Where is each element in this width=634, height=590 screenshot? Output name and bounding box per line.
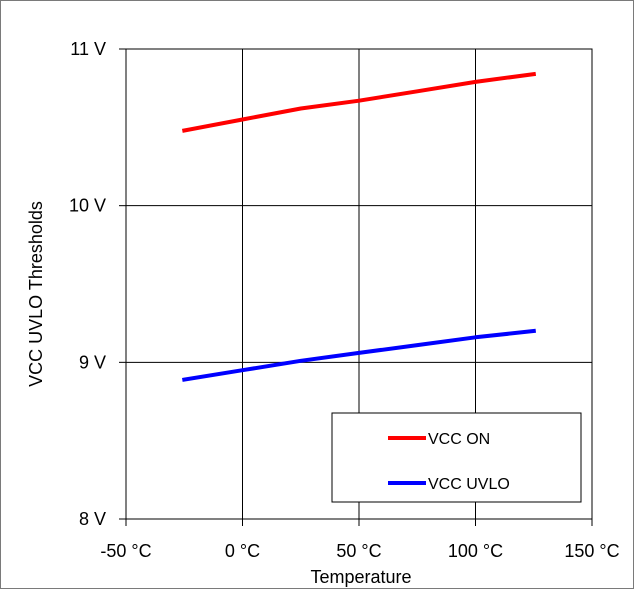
axis-layer: -50 °C 0 °C 50 °C 100 °C 150 °C 8 V 9 V 10 V 11 … (69, 39, 620, 561)
x-tick-label: 150 °C (564, 541, 619, 561)
x-tick-label: 100 °C (448, 541, 503, 561)
y-axis-title: VCC UVLO Thresholds (26, 201, 46, 387)
x-tick-label: 50 °C (336, 541, 381, 561)
x-tick-label: 0 °C (225, 541, 260, 561)
legend-label-vcc-on: VCC ON (428, 431, 490, 448)
series-line-vcc-uvlo (182, 328, 537, 382)
y-tick-label: 10 V (69, 196, 106, 216)
series-line-vcc-on (181, 71, 537, 133)
series-layer (181, 71, 537, 382)
x-tick-label: -50 °C (100, 541, 151, 561)
y-tick-label: 8 V (79, 509, 106, 529)
x-axis-title: Temperature (310, 567, 411, 587)
y-tick-label: 11 V (70, 39, 106, 59)
legend-label-vcc-uvlo: VCC UVLO (428, 476, 510, 493)
legend-box (331, 412, 582, 503)
y-tick-label: 9 V (79, 352, 106, 372)
legend: VCC ON VCC UVLO (331, 412, 582, 503)
